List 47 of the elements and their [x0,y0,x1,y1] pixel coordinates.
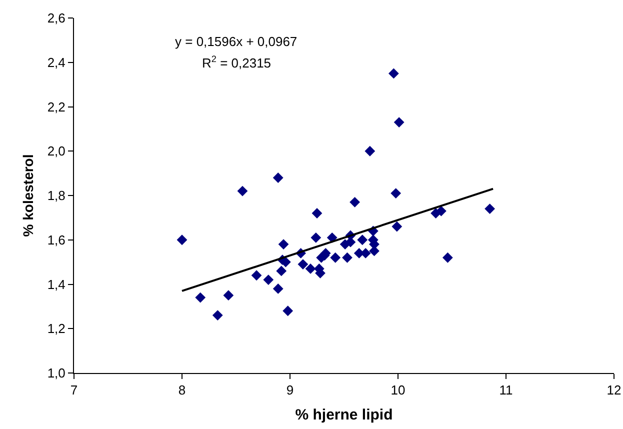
y-tick-label: 1,6 [47,232,66,248]
point [436,206,446,216]
x-tick-label: 7 [70,382,78,398]
x-tick-label: 11 [499,382,513,398]
point [212,310,223,321]
point [195,292,206,303]
point [357,234,368,246]
point [310,232,322,243]
y-tick-label: 2,6 [47,10,66,26]
point [276,266,287,276]
x-tick-label: 9 [286,382,294,398]
point [312,208,322,218]
y-axis-title: % kolesterol [20,154,36,237]
y-tick-label: 1,4 [47,276,66,292]
point [330,252,341,263]
x-axis-title: % hjerne lipid [295,406,393,424]
point [484,204,495,214]
annotation: R$^{2}$ = 0,2315 [202,54,272,70]
point [282,306,294,316]
point [223,290,234,301]
point [176,234,188,246]
point [350,196,360,208]
y-tick-label: 2,2 [47,99,66,114]
point [442,252,453,263]
y-tick-label: 1,2 [47,321,66,336]
point [278,239,289,250]
point [388,68,399,79]
point [394,117,404,128]
point [251,270,262,281]
annotation: y = 0,1596x + 0,0967 [175,34,298,49]
y-tick-label: 1,8 [47,188,66,204]
y-tick-label: 2,4 [47,54,66,70]
point [263,274,274,286]
y-tick-label: 2,0 [47,144,66,159]
x-tick-label: 8 [178,382,186,398]
point [272,283,284,294]
point [390,188,402,198]
point [364,146,376,156]
point [237,186,248,196]
x-tick-label: 12 [606,382,622,398]
point [272,172,284,183]
point [305,264,316,274]
point [298,259,308,270]
x-tick-label: 10 [390,382,406,398]
point [342,252,352,263]
point [392,221,402,232]
y-tick-label: 1,0 [47,366,66,381]
